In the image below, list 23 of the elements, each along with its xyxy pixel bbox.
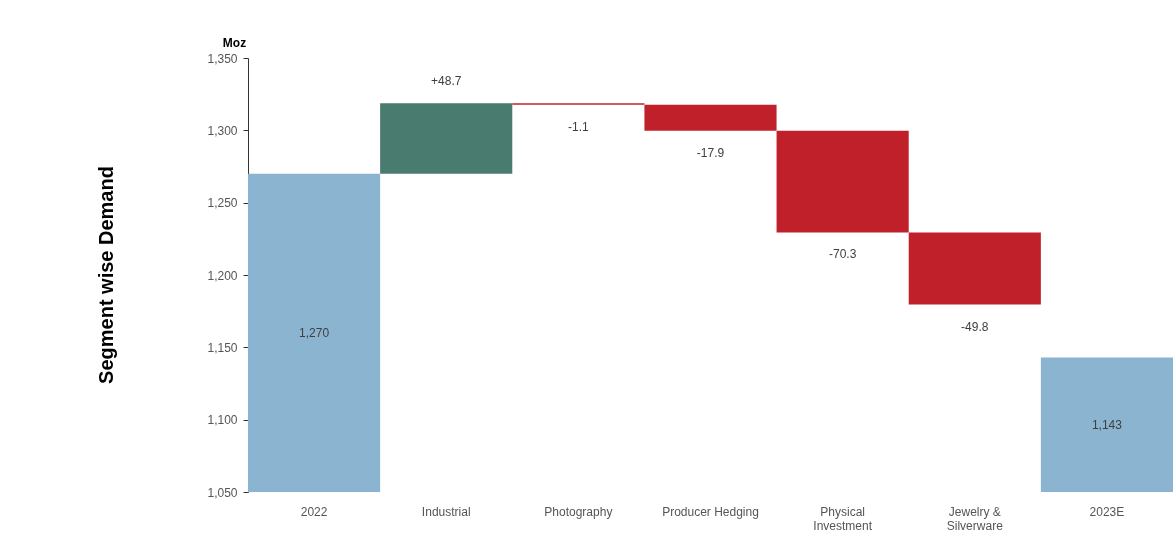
data-label: 1,270 (299, 325, 330, 340)
x-tick-label: Jewelry & Silverware (946, 504, 1004, 533)
x-tick-label: Industrial (421, 504, 471, 519)
data-label: -49.8 (961, 319, 989, 334)
x-tick-label: 2022 (300, 504, 328, 519)
y-tick-label: 1,150 (207, 340, 238, 355)
x-tick-label: 2023E (1089, 504, 1125, 519)
y-tick-label: 1,200 (207, 268, 238, 283)
text: Segment wise Demand (94, 166, 117, 384)
x-tick-label: Producer Hedging (662, 504, 759, 519)
y-tick-label: 1,300 (207, 123, 238, 138)
y-tick-label: 1,050 (207, 485, 238, 500)
data-label: -1.1 (568, 119, 590, 134)
y-tick-label: 1,250 (207, 196, 238, 211)
data-label: -17.9 (696, 145, 725, 160)
y-axis-title: Moz (222, 35, 247, 50)
y-tick-label: 1,100 (207, 413, 238, 428)
data-label: -70.3 (828, 247, 857, 262)
y-tick-label: 1,350 (207, 51, 238, 66)
data-label: +48.7 (431, 74, 462, 89)
x-tick-label: Photography (544, 504, 613, 519)
x-tick-label: Physical Investment (813, 504, 873, 533)
data-label: 1,143 (1091, 417, 1123, 432)
